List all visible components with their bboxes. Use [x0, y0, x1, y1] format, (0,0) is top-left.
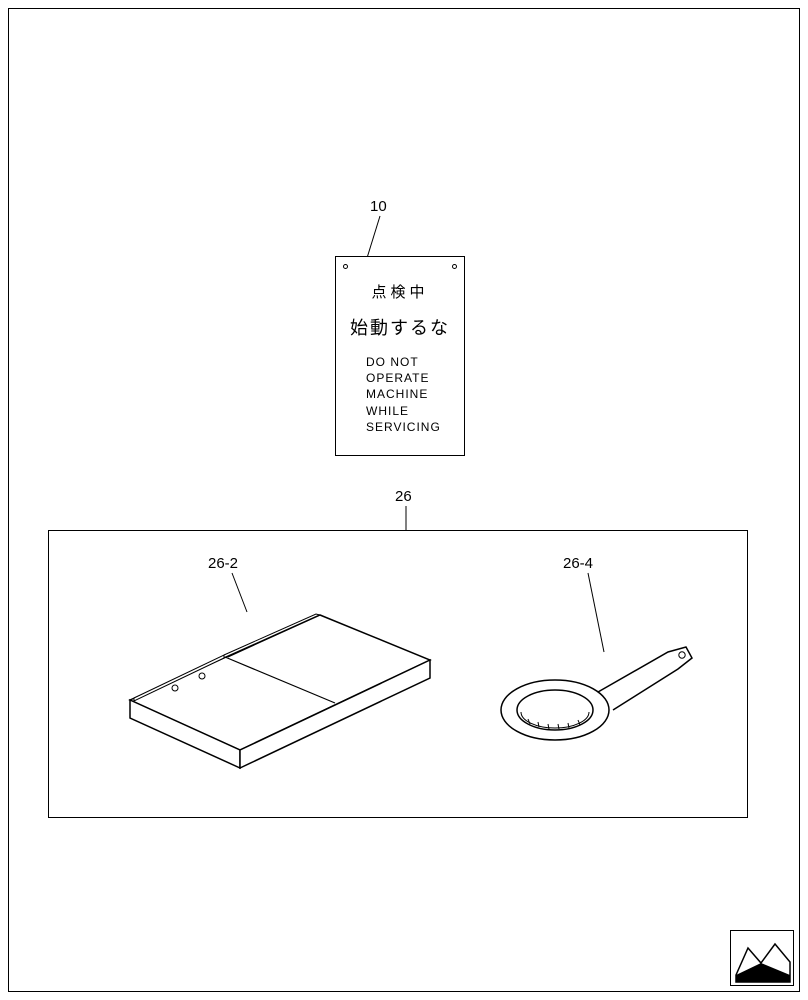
item-26-4-drawing [0, 0, 808, 1000]
corner-logo [730, 930, 794, 986]
corner-logo-icon [731, 931, 795, 987]
